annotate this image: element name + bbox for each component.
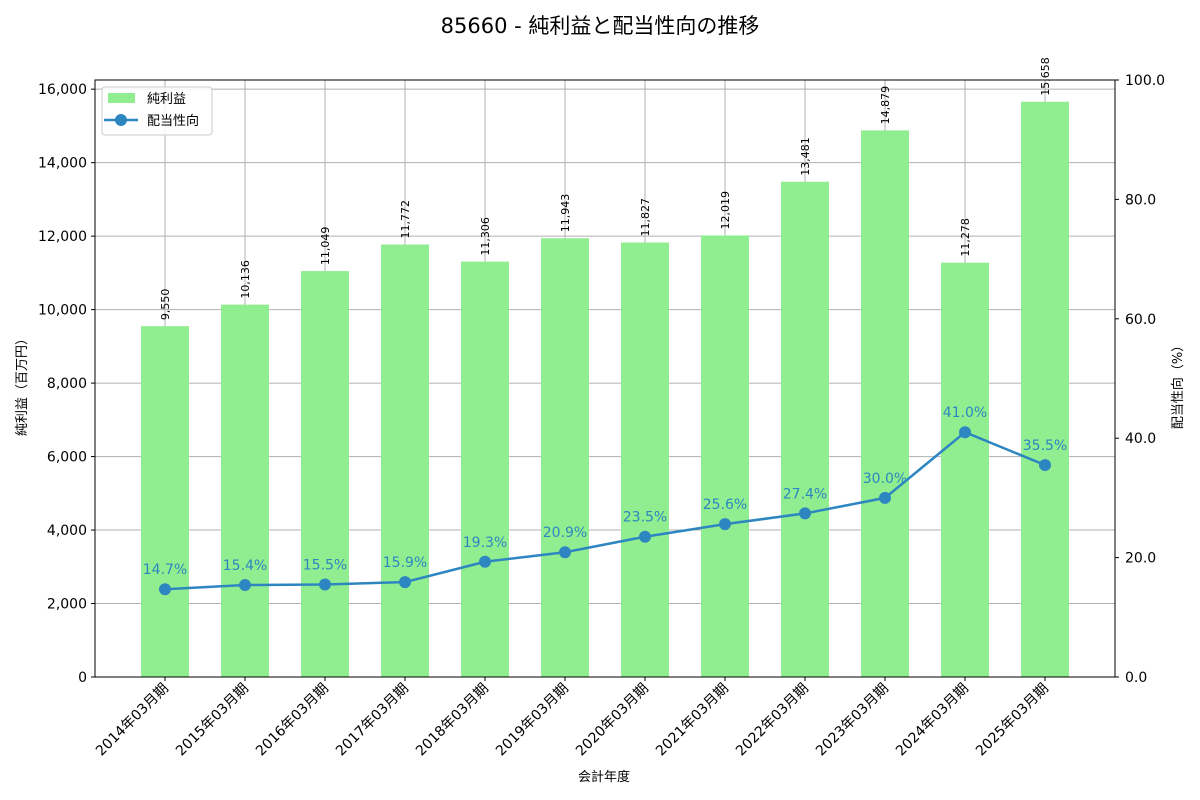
bar-value-label: 11,772 — [399, 200, 412, 239]
line-value-label: 30.0% — [863, 471, 907, 487]
bar-value-label: 11,943 — [559, 194, 572, 233]
chart-title: 85660 - 純利益と配当性向の推移 — [441, 14, 760, 38]
x-tick-label: 2015年03月期 — [173, 681, 252, 760]
bar-value-label: 11,827 — [639, 198, 652, 237]
x-tick-label: 2014年03月期 — [93, 681, 172, 760]
bar — [861, 130, 909, 678]
bar-value-label: 11,278 — [959, 218, 972, 257]
y-tick-label: 12,000 — [38, 229, 87, 245]
y2-tick-label: 80.0 — [1125, 192, 1156, 208]
x-tick-label: 2019年03月期 — [493, 681, 572, 760]
x-axis: 2014年03月期 2015年03月期 2016年03月期 2017年03月期 2018… — [93, 677, 1052, 759]
bar — [1021, 101, 1069, 678]
line-marker — [399, 576, 411, 589]
legend-line-marker-icon — [115, 114, 127, 126]
bar-value-label: 9,550 — [159, 289, 172, 321]
x-tick-label: 2022年03月期 — [733, 681, 812, 760]
line-value-label: 23.5% — [623, 510, 667, 526]
y-tick-label: 0 — [78, 670, 87, 686]
bar — [941, 262, 989, 677]
legend-bar-swatch — [108, 93, 135, 103]
legend-label-net-income: 純利益 — [147, 92, 186, 107]
x-tick-label: 2023年03月期 — [813, 681, 892, 760]
line-value-label: 19.3% — [463, 535, 507, 551]
line-value-label: 27.4% — [783, 486, 827, 502]
legend-label-payout-ratio: 配当性向 — [147, 113, 199, 129]
y2-tick-label: 100.0 — [1125, 73, 1165, 89]
bar-value-labels: 9,550 10,136 11,049 11,772 11,306 11,943 11,82… — [159, 57, 1052, 320]
legend: 純利益 配当性向 — [101, 86, 213, 136]
bar — [141, 326, 189, 677]
bar-value-label: 11,049 — [319, 227, 332, 266]
net-income-bars — [141, 101, 1069, 678]
plot-frame — [94, 79, 1116, 678]
bar — [221, 304, 269, 677]
y-tick-label: 8,000 — [47, 376, 87, 392]
y2-axis-label: 配当性向（%） — [1170, 339, 1186, 429]
bar-value-label: 12,019 — [719, 191, 732, 230]
line-marker — [159, 583, 171, 596]
line-value-label: 35.5% — [1023, 438, 1067, 454]
y2-tick-label: 0.0 — [1125, 670, 1147, 686]
bar-value-label: 13,481 — [799, 137, 812, 176]
bar — [701, 235, 749, 677]
y2-tick-label: 20.0 — [1125, 551, 1156, 567]
line-value-label: 20.9% — [543, 525, 587, 541]
y-tick-label: 6,000 — [47, 450, 87, 466]
y-tick-label: 14,000 — [38, 156, 87, 172]
payout-ratio-line — [159, 426, 1051, 596]
x-tick-label: 2021年03月期 — [653, 681, 732, 760]
bar-value-label: 11,306 — [479, 217, 492, 256]
line-value-label: 41.0% — [943, 405, 987, 421]
bar — [541, 238, 589, 678]
x-tick-label: 2024年03月期 — [893, 681, 972, 760]
line-value-label: 15.4% — [223, 558, 267, 574]
bar-value-label: 10,136 — [239, 260, 252, 299]
line-value-label: 15.9% — [383, 555, 427, 571]
x-axis-label: 会計年度 — [578, 769, 630, 785]
line-marker — [1039, 459, 1051, 472]
line-value-label: 15.5% — [303, 557, 347, 573]
line-value-label: 25.6% — [703, 497, 747, 513]
bar — [621, 242, 669, 678]
y2-tick-label: 60.0 — [1125, 312, 1156, 328]
x-tick-label: 2025年03月期 — [973, 681, 1052, 760]
line-marker — [559, 546, 571, 559]
line-marker — [479, 555, 491, 568]
line-marker — [879, 491, 891, 504]
y-tick-label: 16,000 — [38, 82, 87, 98]
line-marker — [959, 426, 971, 439]
y-tick-label: 4,000 — [47, 523, 87, 539]
x-tick-label: 2020年03月期 — [573, 681, 652, 760]
x-tick-label: 2017年03月期 — [333, 681, 412, 760]
line-marker — [799, 507, 811, 520]
x-tick-label: 2018年03月期 — [413, 681, 492, 760]
bar — [461, 261, 509, 677]
bar-value-label: 14,879 — [879, 86, 892, 125]
line-value-label: 14.7% — [143, 562, 187, 578]
bar — [301, 271, 349, 677]
bar — [781, 181, 829, 677]
x-tick-label: 2016年03月期 — [253, 681, 332, 760]
line-marker — [639, 530, 651, 543]
y-tick-label: 10,000 — [38, 303, 87, 319]
y2-tick-label: 40.0 — [1125, 431, 1156, 447]
line-marker — [319, 578, 331, 591]
line-marker — [719, 518, 731, 531]
y-axis-label: 純利益（百万円） — [15, 332, 30, 436]
bar-value-label: 15,658 — [1039, 57, 1052, 96]
line-marker — [239, 579, 251, 592]
left-y-axis: 0 2,000 4,000 6,000 8,000 10,000 12,000 14,000 1… — [38, 82, 95, 686]
bar — [381, 244, 429, 677]
y-tick-label: 2,000 — [47, 597, 87, 613]
right-y-axis: 0.0 20.0 40.0 60.0 80.0 100.0 — [1115, 73, 1165, 686]
line-value-labels: 14.7% 15.4% 15.5% 15.9% 19.3% 20.9% 23.5% 25.6%… — [143, 405, 1067, 578]
